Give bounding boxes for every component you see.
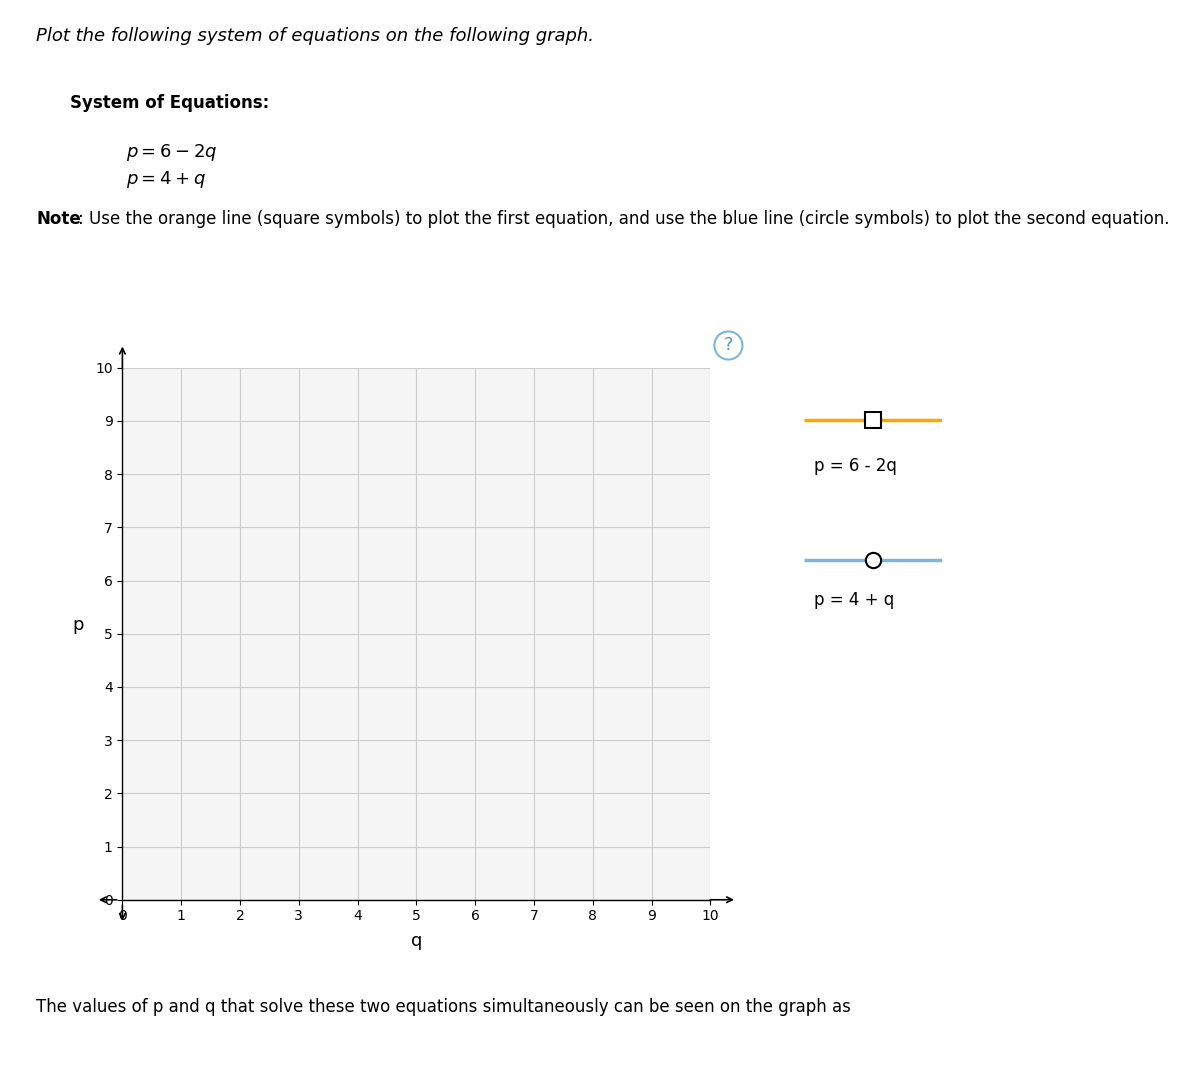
Text: Plot the following system of equations on the following graph.: Plot the following system of equations o… <box>36 27 594 45</box>
Text: $p = 4 + q$: $p = 4 + q$ <box>126 169 206 190</box>
Y-axis label: p: p <box>73 616 84 633</box>
Text: p = 6 - 2q: p = 6 - 2q <box>814 457 896 475</box>
Text: The values of p and q that solve these two equations simultaneously can be seen : The values of p and q that solve these t… <box>36 998 851 1016</box>
Text: System of Equations:: System of Equations: <box>70 94 269 112</box>
Text: p = 4 + q: p = 4 + q <box>814 591 894 610</box>
Text: ?: ? <box>724 336 733 355</box>
Text: : Use the orange line (square symbols) to plot the first equation, and use the b: : Use the orange line (square symbols) t… <box>78 210 1170 228</box>
Text: $p = 6 - 2q$: $p = 6 - 2q$ <box>126 142 217 163</box>
Text: Note: Note <box>36 210 80 228</box>
X-axis label: q: q <box>410 932 422 950</box>
